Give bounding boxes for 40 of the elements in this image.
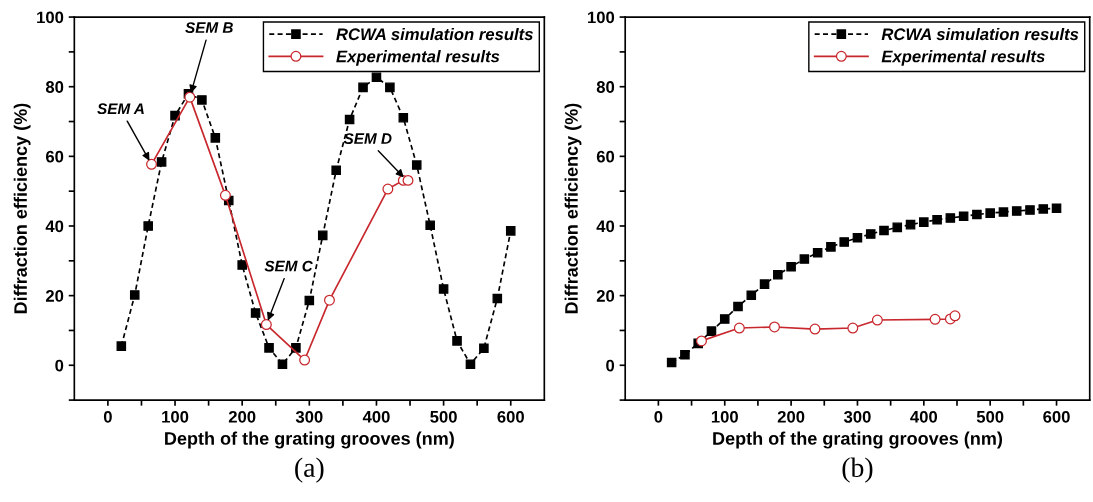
annotation: SEM D: [343, 133, 392, 145]
y-axis-title: Diffraction efficiency (%): [564, 103, 582, 314]
x-axis-title: Depth of the grating grooves (nm): [165, 431, 454, 449]
annotation: SEM B: [185, 22, 233, 34]
x-tick-label: 0: [654, 410, 663, 423]
y-tick-label: 80: [45, 81, 64, 93]
x-tick-label: 300: [843, 410, 871, 423]
y-axis-title: Diffraction efficiency (%): [13, 103, 31, 314]
x-tick-label: 500: [976, 410, 1004, 423]
y-tick-label: 60: [596, 150, 615, 163]
y-tick-label: 20: [45, 290, 64, 302]
x-axis-title: Depth of the grating grooves (nm): [713, 431, 1003, 449]
x-tick-label: 100: [711, 410, 738, 423]
y-tick-label: 40: [45, 220, 64, 233]
annotation: SEM A: [97, 103, 144, 115]
x-tick-label: 100: [162, 410, 189, 423]
x-tick-label: 400: [362, 410, 390, 423]
x-tick-label: 600: [1043, 410, 1070, 423]
y-tick-label: 60: [45, 150, 64, 163]
annotation: SEM C: [264, 260, 313, 272]
y-tick-label: 40: [596, 220, 615, 233]
text: (a): [295, 457, 324, 483]
legend-label: Experimental results: [881, 50, 1045, 66]
y-tick-label: 0: [606, 359, 615, 372]
x-tick-label: 0: [103, 410, 112, 423]
x-tick-label: 200: [777, 410, 805, 423]
y-tick-label: 20: [596, 290, 615, 302]
y-tick-label: 0: [55, 359, 64, 372]
legend-label: Experimental results: [336, 50, 500, 66]
y-tick-label: 100: [588, 11, 615, 24]
y-tick-label: 80: [596, 81, 615, 93]
x-tick-label: 500: [430, 410, 457, 423]
x-tick-label: 600: [497, 410, 524, 423]
x-tick-label: 400: [910, 410, 938, 423]
text: (b): [842, 457, 873, 483]
legend-label: RCWA simulation results: [336, 27, 533, 41]
x-tick-label: 300: [295, 410, 323, 423]
legend-label: RCWA simulation results: [881, 27, 1079, 41]
y-tick-label: 100: [37, 11, 64, 24]
x-tick-label: 200: [228, 410, 256, 423]
